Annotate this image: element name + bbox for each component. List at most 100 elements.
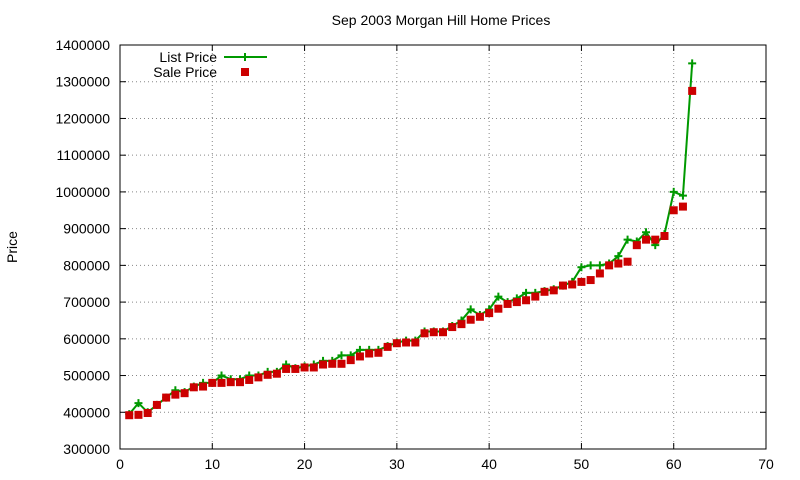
data-point	[383, 342, 392, 351]
data-point	[651, 235, 660, 244]
data-point	[272, 369, 281, 378]
data-point	[586, 276, 595, 285]
data-point	[199, 382, 208, 391]
data-point	[531, 292, 540, 301]
series-sale-price	[125, 86, 697, 420]
data-point	[457, 320, 466, 329]
data-point	[245, 375, 254, 384]
data-point	[540, 287, 549, 296]
data-point	[189, 383, 198, 392]
data-point	[355, 352, 364, 361]
legend-marker	[241, 53, 249, 61]
data-point	[642, 235, 651, 244]
data-point	[522, 288, 531, 297]
x-tick-label: 10	[204, 456, 220, 472]
data-point	[485, 309, 494, 318]
x-tick-label: 30	[389, 456, 405, 472]
data-point	[669, 206, 678, 215]
data-point	[208, 378, 217, 387]
data-point	[254, 373, 263, 382]
y-tick-label: 600000	[63, 331, 110, 347]
data-point	[605, 261, 614, 270]
series	[125, 59, 697, 420]
y-tick-label: 1300000	[55, 74, 110, 90]
data-point	[392, 339, 401, 348]
x-tick-label: 50	[574, 456, 590, 472]
y-tick-label: 400000	[63, 404, 110, 420]
series-line	[128, 63, 694, 415]
data-point	[623, 257, 632, 266]
data-point	[503, 299, 512, 308]
data-point	[162, 393, 171, 402]
legend-label: List Price	[159, 49, 217, 65]
data-point	[235, 378, 244, 387]
data-point	[660, 231, 669, 240]
data-point	[411, 338, 420, 347]
data-point	[512, 298, 521, 307]
data-point	[632, 241, 641, 250]
data-point	[642, 228, 651, 237]
data-point	[309, 363, 318, 372]
data-point	[494, 292, 503, 301]
data-point	[595, 261, 604, 270]
data-point	[448, 323, 457, 332]
data-point	[226, 378, 235, 387]
data-point	[402, 338, 411, 347]
grid-lines	[120, 45, 766, 449]
data-point	[568, 280, 577, 289]
y-tick-label: 700000	[63, 294, 110, 310]
x-tick-label: 70	[758, 456, 774, 472]
data-point	[429, 328, 438, 337]
data-point	[374, 348, 383, 357]
legend-marker	[241, 68, 249, 76]
data-point	[337, 351, 346, 360]
data-point	[439, 328, 447, 337]
data-point	[420, 329, 429, 338]
data-point	[134, 399, 143, 408]
data-point	[180, 389, 189, 398]
x-tick-label: 0	[116, 456, 124, 472]
y-tick-label: 500000	[63, 368, 110, 384]
x-tick-label: 20	[297, 456, 313, 472]
data-point	[586, 261, 595, 270]
data-point	[337, 359, 346, 368]
chart-title: Sep 2003 Morgan Hill Home Prices	[332, 12, 551, 28]
tick-labels: 0 10 20 30 40 50 60 70 300000 400000 500000 600000 7…	[55, 37, 774, 472]
data-point	[688, 86, 697, 95]
data-point	[494, 304, 503, 313]
y-tick-label: 300000	[63, 441, 110, 457]
data-point	[263, 370, 272, 379]
data-point	[300, 363, 309, 372]
data-point	[595, 269, 604, 278]
data-point	[134, 410, 143, 419]
data-point	[623, 235, 632, 244]
y-axis-label: Price	[4, 231, 20, 263]
data-point	[319, 360, 328, 369]
y-tick-label: 1100000	[57, 147, 111, 163]
data-point	[614, 252, 623, 261]
y-tick-label: 1000000	[55, 184, 110, 200]
data-point	[152, 400, 161, 409]
y-tick-label: 1200000	[55, 110, 110, 126]
data-point	[678, 202, 687, 211]
y-tick-label: 1400000	[55, 37, 110, 53]
data-point	[669, 187, 678, 196]
data-point	[171, 390, 180, 399]
x-tick-label: 60	[666, 456, 682, 472]
data-point	[291, 364, 300, 373]
data-point	[577, 263, 586, 272]
series-list-price	[125, 59, 697, 419]
x-tick-label: 40	[481, 456, 497, 472]
data-point	[143, 409, 152, 418]
data-point	[365, 349, 374, 358]
data-point	[217, 378, 226, 387]
data-point	[328, 359, 337, 368]
legend-label: Sale Price	[153, 64, 217, 80]
data-point	[522, 296, 531, 305]
data-point	[466, 315, 475, 324]
axis-ticks	[119, 44, 767, 450]
data-point	[475, 312, 484, 321]
y-tick-label: 900000	[63, 221, 110, 237]
